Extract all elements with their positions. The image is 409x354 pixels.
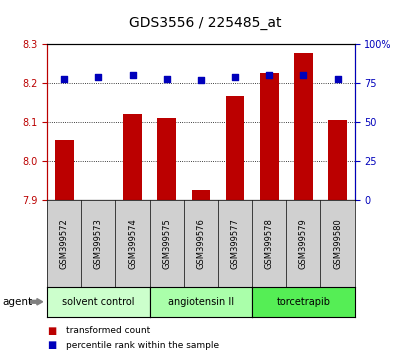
Text: solvent control: solvent control — [62, 297, 134, 307]
Text: GSM399572: GSM399572 — [60, 218, 69, 269]
Point — [231, 74, 238, 80]
Point — [129, 73, 135, 78]
Text: transformed count: transformed count — [65, 326, 149, 336]
Text: GSM399579: GSM399579 — [298, 218, 307, 269]
Bar — [55, 139, 74, 200]
Text: GSM399576: GSM399576 — [196, 218, 205, 269]
Text: ■: ■ — [47, 340, 56, 350]
Text: GSM399575: GSM399575 — [162, 218, 171, 269]
Bar — [225, 96, 244, 200]
Text: GDS3556 / 225485_at: GDS3556 / 225485_at — [128, 16, 281, 30]
Bar — [123, 114, 142, 200]
Bar — [259, 73, 278, 200]
Text: GSM399573: GSM399573 — [94, 218, 103, 269]
Point — [95, 74, 101, 80]
Point — [333, 76, 340, 81]
Text: torcetrapib: torcetrapib — [276, 297, 330, 307]
Point — [163, 76, 170, 81]
Text: ■: ■ — [47, 326, 56, 336]
Bar — [293, 53, 312, 200]
Point — [299, 73, 306, 78]
Text: angiotensin II: angiotensin II — [167, 297, 234, 307]
Text: GSM399578: GSM399578 — [264, 218, 273, 269]
Point — [265, 73, 272, 78]
Bar — [157, 118, 176, 200]
Bar — [191, 190, 210, 200]
Text: GSM399580: GSM399580 — [332, 218, 341, 269]
Point — [197, 77, 204, 83]
Text: GSM399574: GSM399574 — [128, 218, 137, 269]
Text: agent: agent — [2, 297, 32, 307]
Text: percentile rank within the sample: percentile rank within the sample — [65, 341, 218, 350]
Bar — [327, 120, 346, 200]
Text: GSM399577: GSM399577 — [230, 218, 239, 269]
Point — [61, 76, 67, 81]
